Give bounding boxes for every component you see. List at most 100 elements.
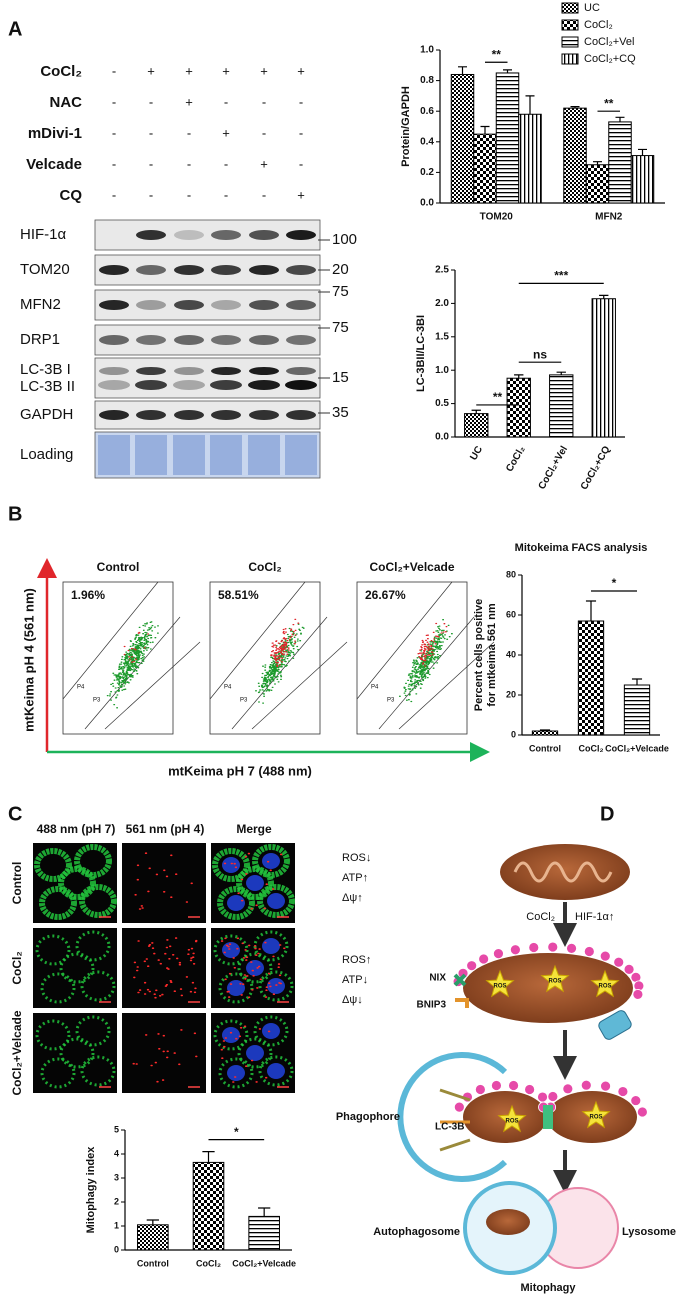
x-tick-label: Control [137, 1258, 169, 1268]
facs-y-label: mtKeima pH 4 (561 nm) [21, 588, 36, 732]
significance-label: ** [492, 47, 502, 61]
micrograph-row: CoCl₂+Velcade [10, 1010, 24, 1095]
ubiquitin [466, 960, 478, 972]
autophagosome-label: Autophagosome [373, 1226, 460, 1238]
cell [213, 934, 249, 966]
bar [473, 133, 497, 204]
nucleus [227, 980, 245, 996]
blot-frame [94, 289, 321, 321]
cell [252, 844, 290, 878]
y-tick-label: 40 [506, 649, 516, 659]
legend-label: CoCl₂+CQ [584, 53, 636, 65]
band [136, 300, 166, 310]
cell [237, 1037, 273, 1069]
treatment-sign: + [260, 63, 268, 78]
treatment-sign: - [149, 187, 153, 202]
state-label: Δψ↑ [342, 892, 363, 904]
micrograph [122, 843, 206, 923]
treatment-sign: - [224, 156, 228, 171]
ros-star [485, 969, 515, 998]
trigger-label: HIF-1α↑ [575, 911, 614, 923]
significance-label: ** [604, 96, 614, 110]
ubiquitin [537, 1091, 548, 1103]
ros-star [497, 1104, 527, 1133]
state-label: ATP↓ [342, 974, 368, 986]
ubiquitin [547, 941, 559, 953]
treatment-sign: - [187, 187, 191, 202]
band [136, 335, 166, 345]
nucleus [262, 853, 280, 869]
blot-label: MFN2 [20, 296, 61, 313]
treatment-sign: - [224, 94, 228, 109]
ubiquitin [474, 1084, 486, 1095]
blot-label: GAPDH [20, 406, 73, 423]
band [174, 335, 204, 345]
y-tick-label: 60 [506, 609, 516, 619]
treatment-sign: - [149, 156, 153, 171]
error-bar [539, 729, 551, 731]
treatment-sign: - [112, 94, 116, 109]
cell [35, 934, 71, 966]
gate-label: P4 [77, 685, 85, 691]
treatment-sign: - [112, 156, 116, 171]
ubiquitin [632, 989, 644, 1000]
cell [213, 1019, 249, 1051]
ubiquitin [636, 1106, 648, 1118]
bar [577, 620, 605, 736]
y-tick-label: 1.0 [420, 45, 434, 56]
mitochondrion [500, 844, 630, 900]
y-tick-label: 5 [114, 1124, 119, 1134]
y-tick-label: 4 [114, 1148, 119, 1158]
bar [591, 298, 616, 438]
y-tick-label: 0 [114, 1244, 119, 1254]
band [136, 410, 166, 420]
band [99, 410, 129, 420]
blot-label: HIF-1α [20, 226, 67, 243]
ros-label: ROS [505, 1119, 518, 1125]
band [286, 230, 316, 240]
cell [237, 952, 273, 984]
cell [257, 884, 295, 918]
loading-lane [135, 435, 167, 475]
ubiquitin [509, 944, 521, 956]
y-tick-label: 0.5 [435, 398, 449, 409]
treatment-sign: - [262, 94, 266, 109]
band [210, 380, 242, 390]
cell [253, 1015, 289, 1047]
cell [217, 886, 255, 920]
cell [218, 1057, 254, 1089]
cell [258, 970, 294, 1002]
phagophore-label: Phagophore [336, 1111, 400, 1123]
band [99, 265, 129, 275]
significance-label: *** [554, 269, 568, 283]
mitochondrion [486, 1209, 530, 1235]
gate-label: P3 [240, 698, 248, 704]
lc3b-label: LC-3B [435, 1122, 464, 1133]
significance-label: ** [493, 390, 503, 404]
treatment-sign: - [299, 94, 303, 109]
error-bar [615, 116, 625, 122]
band [99, 367, 129, 375]
bar [248, 1215, 280, 1251]
bar [549, 374, 574, 438]
bnip3 [455, 998, 469, 1008]
ros-label: ROS [589, 1115, 602, 1121]
error-bar [631, 678, 643, 685]
treatment-label: Velcade [26, 156, 82, 173]
y-tick-label: 0.8 [420, 75, 434, 86]
micrograph-row: Control [10, 862, 24, 905]
blot-label: LC-3B I [20, 361, 71, 378]
error-bar [458, 66, 467, 75]
y-tick-label: 0.4 [420, 136, 434, 147]
nucleus [227, 895, 245, 911]
cell [212, 848, 250, 882]
ros-label: ROS [598, 984, 611, 990]
treatment-label: mDivi-1 [28, 125, 82, 142]
proteasome [598, 1010, 632, 1040]
cell [34, 848, 72, 882]
micrograph [33, 928, 117, 1008]
treatment-sign: - [112, 63, 116, 78]
x-tick-label: TOM20 [480, 212, 514, 223]
state-label: ATP↑ [342, 872, 368, 884]
